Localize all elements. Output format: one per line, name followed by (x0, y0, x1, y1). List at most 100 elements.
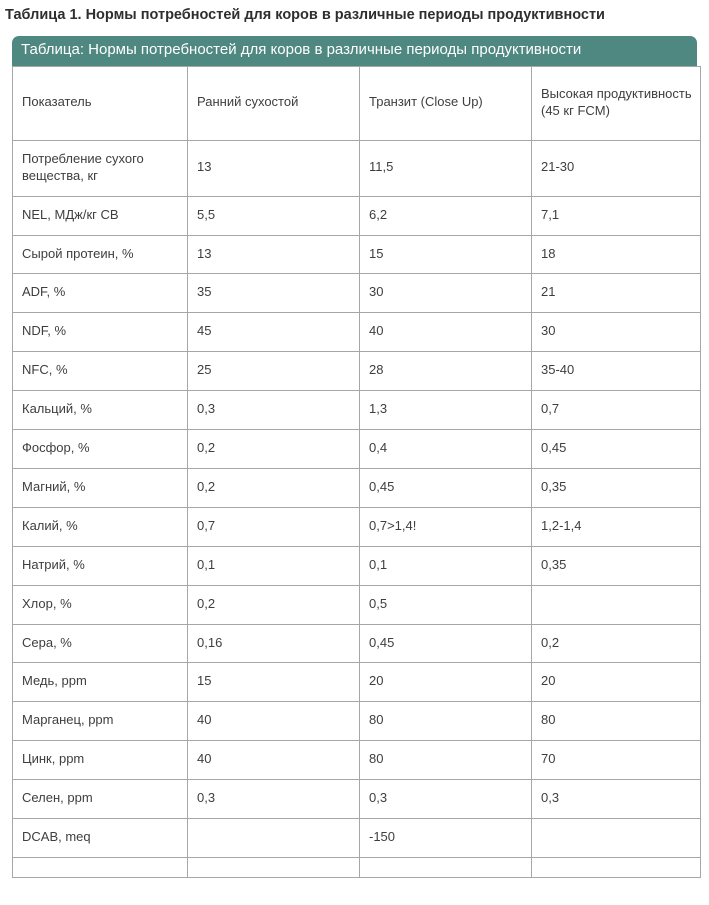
cell-value: 18 (531, 234, 701, 275)
cell-value: 21-30 (531, 139, 701, 197)
cell-value: 21 (531, 273, 701, 314)
cell-value: 25 (187, 351, 360, 392)
cell-value: 0,7 (187, 506, 360, 547)
cell-value: 0,2 (187, 467, 360, 508)
table-row: Натрий, % 0,1 0,1 0,35 (12, 545, 701, 586)
cell-value: 0,3 (187, 390, 360, 431)
cell-value (359, 856, 532, 878)
column-header: Ранний сухостой (187, 65, 360, 141)
cell-value: 80 (359, 701, 532, 742)
cell-value: 70 (531, 740, 701, 781)
table-row: DCAB, meq -150 (12, 817, 701, 858)
row-label: Потребление сухого вещества, кг (12, 139, 188, 197)
row-label: Магний, % (12, 467, 188, 508)
cell-value: 0,1 (187, 545, 360, 586)
cell-value: 30 (359, 273, 532, 314)
cell-value (531, 584, 701, 625)
table-head: Показатель Ранний сухостой Транзит (Close … (12, 65, 701, 141)
table-row: Фосфор, % 0,2 0,4 0,45 (12, 429, 701, 469)
cell-value: 15 (187, 662, 360, 703)
row-label: Сырой протеин, % (12, 234, 188, 275)
cell-value: 11,5 (359, 139, 532, 197)
row-label: ADF, % (12, 273, 188, 314)
row-label: Калий, % (12, 506, 188, 547)
cell-value: 15 (359, 234, 532, 275)
table-row: Селен, ppm 0,3 0,3 0,3 (12, 779, 701, 819)
table-row: NFC, % 25 28 35-40 (12, 351, 701, 392)
table-row: Кальций, % 0,3 1,3 0,7 (12, 390, 701, 431)
cell-value: 0,7>1,4! (359, 506, 532, 547)
column-header: Показатель (12, 65, 188, 141)
table-row: Марганец, ppm 40 80 80 (12, 701, 701, 742)
cell-value: 0,3 (359, 779, 532, 819)
nutrition-table: Показатель Ранний сухостой Транзит (Close … (12, 65, 701, 878)
cell-value: 35-40 (531, 351, 701, 392)
cell-value: 0,2 (531, 623, 701, 664)
table-row: Магний, % 0,2 0,45 0,35 (12, 467, 701, 508)
cell-value: 0,35 (531, 545, 701, 586)
row-label: NEL, МДж/кг СВ (12, 195, 188, 236)
table-row: Потребление сухого вещества, кг 13 11,5 21-… (12, 139, 701, 197)
row-label: Медь, ppm (12, 662, 188, 703)
cell-value: 0,7 (531, 390, 701, 431)
cell-value: 1,2-1,4 (531, 506, 701, 547)
row-label: Цинк, ppm (12, 740, 188, 781)
row-label: DCAB, meq (12, 817, 188, 858)
cell-value (187, 817, 360, 858)
cell-value: 1,3 (359, 390, 532, 431)
cell-value: 0,45 (359, 623, 532, 664)
cell-value: 13 (187, 234, 360, 275)
row-label: NFC, % (12, 351, 188, 392)
cell-value: 30 (531, 312, 701, 353)
cell-value: 20 (531, 662, 701, 703)
row-label: Хлор, % (12, 584, 188, 625)
table-body: Потребление сухого вещества, кг 13 11,5 21-… (12, 139, 701, 878)
cell-value (531, 856, 701, 878)
table-row: Цинк, ppm 40 80 70 (12, 740, 701, 781)
row-label: Сера, % (12, 623, 188, 664)
cell-value: 0,3 (531, 779, 701, 819)
table-caption: Таблица: Нормы потребностей для коров в … (21, 41, 582, 59)
cell-value: -150 (359, 817, 532, 858)
cell-value: 45 (187, 312, 360, 353)
table-row: Медь, ppm 15 20 20 (12, 662, 701, 703)
cell-value: 0,16 (187, 623, 360, 664)
cell-value: 7,1 (531, 195, 701, 236)
cell-value: 35 (187, 273, 360, 314)
cell-value: 0,2 (187, 429, 360, 469)
table-caption-banner: Таблица: Нормы потребностей для коров в … (12, 36, 697, 66)
cell-value: 5,5 (187, 195, 360, 236)
cell-value: 80 (359, 740, 532, 781)
cell-value: 0,1 (359, 545, 532, 586)
cell-value: 40 (187, 740, 360, 781)
cell-value (531, 817, 701, 858)
cell-value: 40 (359, 312, 532, 353)
table-row: NEL, МДж/кг СВ 5,5 6,2 7,1 (12, 195, 701, 236)
table-row: NDF, % 45 40 30 (12, 312, 701, 353)
cell-value: 0,4 (359, 429, 532, 469)
cell-value: 0,5 (359, 584, 532, 625)
cell-value: 20 (359, 662, 532, 703)
page-title: Таблица 1. Нормы потребностей для коров … (5, 7, 605, 23)
row-label: Натрий, % (12, 545, 188, 586)
row-label: Кальций, % (12, 390, 188, 431)
column-header: Высокая продуктивность (45 кг FCM) (531, 65, 701, 141)
header-row: Показатель Ранний сухостой Транзит (Close … (12, 65, 701, 141)
cell-value: 0,45 (359, 467, 532, 508)
cell-value: 13 (187, 139, 360, 197)
table-row: Хлор, % 0,2 0,5 (12, 584, 701, 625)
cell-value (187, 856, 360, 878)
table-row: Сера, % 0,16 0,45 0,2 (12, 623, 701, 664)
table-row: Сырой протеин, % 13 15 18 (12, 234, 701, 275)
cell-value: 0,45 (531, 429, 701, 469)
cell-value: 40 (187, 701, 360, 742)
cell-value: 28 (359, 351, 532, 392)
row-label: Фосфор, % (12, 429, 188, 469)
cell-value: 0,35 (531, 467, 701, 508)
row-label: Марганец, ppm (12, 701, 188, 742)
table-container: Таблица: Нормы потребностей для коров в … (12, 36, 701, 878)
row-label: NDF, % (12, 312, 188, 353)
cell-value: 0,3 (187, 779, 360, 819)
cell-value: 6,2 (359, 195, 532, 236)
